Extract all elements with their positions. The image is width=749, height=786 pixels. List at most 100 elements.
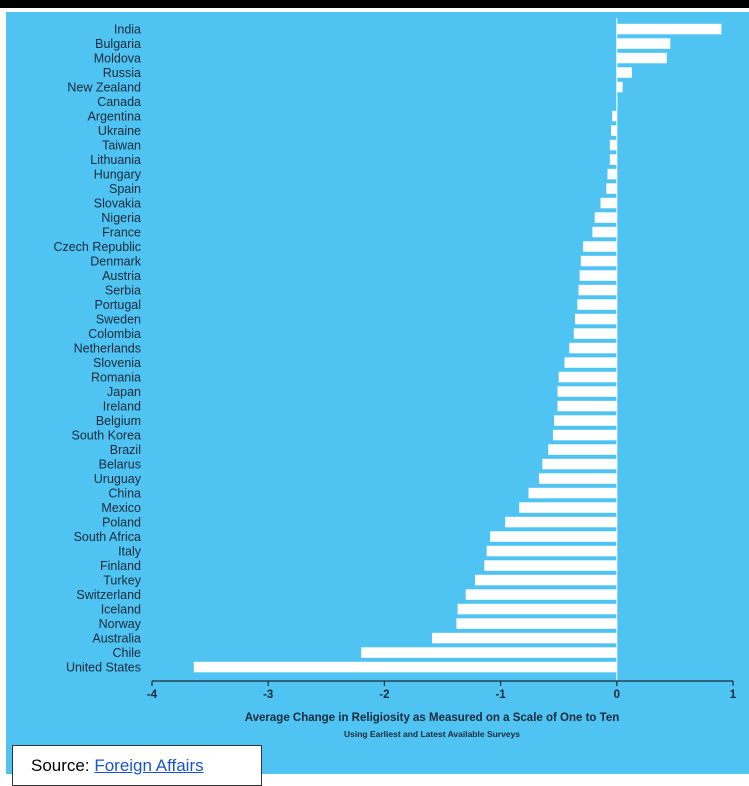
category-label: Lithuania	[90, 153, 141, 167]
bar-bulgaria	[616, 38, 671, 49]
category-label: Russia	[103, 66, 141, 80]
category-label: France	[102, 225, 141, 239]
x-tick-label: -4	[147, 689, 158, 701]
bar-colombia	[573, 328, 617, 339]
bar-united-states	[193, 661, 617, 673]
bar-south-korea	[552, 429, 617, 441]
category-label: Belgium	[96, 414, 141, 428]
category-label: Iceland	[101, 602, 141, 616]
category-label: Nigeria	[101, 211, 141, 225]
bar-slovenia	[564, 357, 617, 368]
x-tick-label: 1	[730, 689, 737, 701]
x-tick-label: 0	[614, 689, 620, 701]
bar-sweden	[575, 313, 617, 325]
category-label: China	[108, 486, 141, 500]
category-label: Ukraine	[98, 124, 141, 138]
category-label: Japan	[107, 385, 141, 399]
category-label: Bulgaria	[95, 37, 141, 51]
bar-belgium	[554, 415, 617, 426]
category-label: Czech Republic	[53, 240, 141, 254]
category-label: Turkey	[103, 573, 141, 587]
category-label: Switzerland	[76, 588, 141, 602]
category-label: South Africa	[74, 530, 141, 544]
bar-norway	[456, 618, 617, 629]
bar-japan	[557, 386, 617, 397]
category-label: Norway	[99, 617, 142, 631]
category-label: Sweden	[96, 312, 141, 326]
category-label: Belarus	[99, 457, 141, 471]
bar-ireland	[557, 400, 617, 412]
category-label: Romania	[91, 370, 141, 384]
category-label: Denmark	[90, 254, 141, 268]
bar-nigeria	[594, 212, 617, 223]
source-box: Source: Foreign Affairs	[12, 745, 262, 786]
category-label: Chile	[113, 646, 142, 660]
category-label: Serbia	[105, 283, 141, 297]
bar-italy	[486, 545, 617, 557]
bar-india	[616, 23, 722, 35]
category-label: Netherlands	[74, 341, 141, 355]
bar-spain	[606, 183, 617, 194]
bar-ukraine	[611, 125, 617, 136]
bar-portugal	[577, 299, 617, 310]
bar-hungary	[607, 168, 617, 180]
category-label: Uruguay	[94, 472, 142, 486]
category-label: Slovakia	[94, 196, 141, 210]
bar-lithuania	[609, 154, 617, 165]
category-label: Argentina	[87, 109, 141, 123]
x-tick-label: -3	[263, 689, 273, 701]
chart-background	[6, 12, 749, 774]
category-label: Spain	[109, 182, 141, 196]
bar-austria	[579, 270, 617, 281]
source-link[interactable]: Foreign Affairs	[94, 756, 204, 775]
bar-turkey	[475, 574, 617, 586]
top-border-bar	[0, 0, 749, 8]
category-label: South Korea	[72, 428, 142, 442]
category-label: Mexico	[101, 501, 141, 515]
category-label: Colombia	[88, 327, 141, 341]
bars-layer	[193, 23, 722, 673]
category-label: Brazil	[110, 443, 141, 457]
category-label: Canada	[97, 95, 141, 109]
bar-russia	[616, 67, 632, 78]
bar-new-zealand	[616, 81, 623, 93]
bar-south-africa	[490, 531, 617, 542]
bar-netherlands	[569, 342, 617, 354]
x-tick-label: -2	[379, 689, 389, 701]
category-label: Moldova	[94, 51, 141, 65]
bar-brazil	[548, 444, 617, 455]
bar-china	[528, 487, 617, 499]
category-label: Hungary	[94, 167, 142, 181]
bar-taiwan	[609, 139, 617, 151]
category-label: Poland	[102, 515, 141, 529]
bar-slovakia	[600, 197, 617, 209]
bar-denmark	[580, 255, 617, 267]
chart-panel: India Bulgaria Moldova Russia New Zealand Can…	[6, 12, 749, 786]
bar-argentina	[612, 110, 617, 122]
category-label: Italy	[118, 544, 142, 558]
x-axis-title: Average Change in Religiosity as Measure…	[245, 712, 620, 724]
bar-uruguay	[538, 473, 617, 484]
bar-iceland	[457, 603, 617, 615]
bar-belarus	[542, 458, 617, 470]
x-axis-ticks: -4 -3 -2 -1 0 1	[147, 681, 737, 701]
bar-finland	[484, 560, 617, 571]
bar-romania	[558, 371, 617, 383]
bar-australia	[432, 632, 617, 644]
bar-chile	[361, 647, 617, 658]
category-label: Finland	[100, 559, 141, 573]
category-label: Ireland	[103, 399, 141, 413]
category-label: Taiwan	[102, 138, 141, 152]
bar-poland	[505, 516, 617, 528]
category-label: United States	[66, 660, 141, 674]
category-label: Australia	[92, 631, 141, 645]
bar-moldova	[616, 52, 667, 64]
source-label: Source:	[31, 756, 95, 775]
category-label: India	[114, 22, 141, 36]
category-label: New Zealand	[67, 80, 141, 94]
x-tick-label: -1	[495, 689, 506, 701]
chart-subtitle: Using Earliest and Latest Available Surv…	[344, 729, 520, 739]
bar-czech-republic	[583, 241, 617, 252]
category-label: Slovenia	[93, 356, 141, 370]
